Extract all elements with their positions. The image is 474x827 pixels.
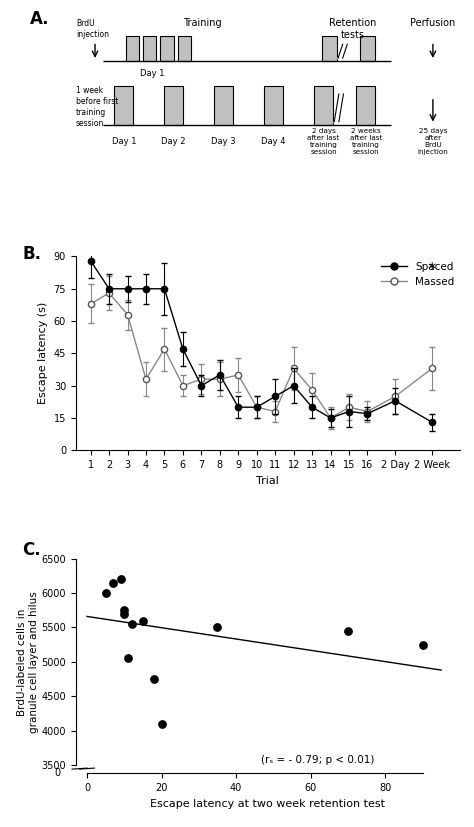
Bar: [114, 86, 134, 125]
Bar: [321, 36, 337, 61]
Text: 2 weeks
after last
training
session: 2 weeks after last training session: [349, 128, 382, 155]
Text: Day 3: Day 3: [211, 137, 236, 146]
Text: Training: Training: [183, 18, 222, 28]
Point: [158, 717, 165, 730]
Point: [128, 618, 136, 631]
Text: 2 days
after last
training
session: 2 days after last training session: [307, 128, 340, 155]
Text: Day 1: Day 1: [140, 69, 165, 78]
Point: [344, 624, 352, 638]
Point: [102, 586, 109, 600]
Y-axis label: BrdU-labeled cells in
granule cell layer and hilus: BrdU-labeled cells in granule cell layer…: [17, 591, 38, 734]
Point: [120, 607, 128, 620]
Bar: [160, 36, 174, 61]
Bar: [264, 86, 283, 125]
Text: BrdU
injection: BrdU injection: [76, 19, 109, 40]
Bar: [126, 36, 139, 61]
Point: [124, 652, 132, 665]
X-axis label: Escape latency at two week retention test: Escape latency at two week retention tes…: [150, 799, 385, 809]
Text: Day 2: Day 2: [162, 137, 186, 146]
Text: 1 week
before first
training
session: 1 week before first training session: [76, 86, 118, 128]
Text: (rₛ = - 0.79; p < 0.01): (rₛ = - 0.79; p < 0.01): [262, 755, 375, 765]
Bar: [143, 36, 156, 61]
Text: Day 4: Day 4: [261, 137, 286, 146]
Legend: Spaced, Massed: Spaced, Massed: [381, 261, 455, 287]
Point: [214, 621, 221, 634]
Point: [419, 638, 426, 651]
Text: *: *: [428, 261, 436, 279]
Bar: [360, 36, 375, 61]
Bar: [356, 86, 375, 125]
Bar: [314, 86, 333, 125]
Text: Perfusion: Perfusion: [410, 18, 456, 28]
Point: [139, 614, 147, 627]
Bar: [178, 36, 191, 61]
Bar: [164, 86, 183, 125]
X-axis label: Trial: Trial: [256, 476, 279, 485]
Text: Day 1: Day 1: [111, 137, 136, 146]
Text: 25 days
after
BrdU
injection: 25 days after BrdU injection: [418, 128, 448, 155]
Text: 0: 0: [55, 768, 61, 778]
Point: [109, 576, 117, 590]
Text: A.: A.: [30, 10, 49, 27]
Text: B.: B.: [22, 245, 41, 263]
Point: [120, 604, 128, 617]
Point: [150, 672, 158, 686]
Text: Retention
tests: Retention tests: [328, 18, 376, 40]
Bar: [214, 86, 233, 125]
Point: [117, 572, 124, 586]
Y-axis label: Escape latency (s): Escape latency (s): [38, 302, 48, 404]
Text: C.: C.: [22, 541, 41, 559]
